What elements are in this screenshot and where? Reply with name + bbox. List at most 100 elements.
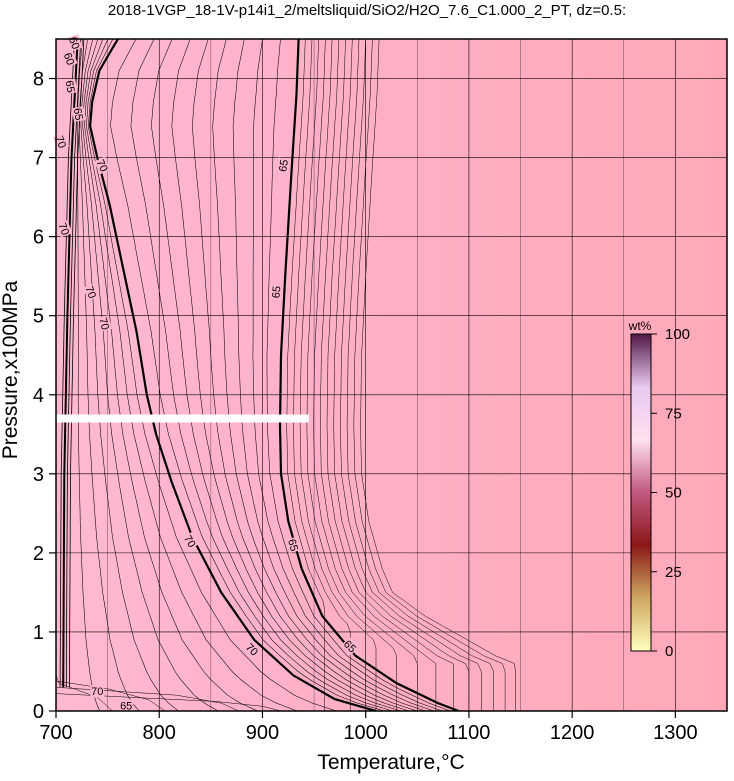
colorbar-gradient xyxy=(630,333,652,652)
contour-label: 65 xyxy=(285,538,300,553)
contour-label: 70 xyxy=(96,316,111,331)
contour-label-bg xyxy=(56,220,73,238)
contour-minor xyxy=(76,39,100,711)
contour-wall xyxy=(59,39,75,688)
contour-minor xyxy=(252,39,443,711)
contour-major-70 xyxy=(88,39,377,711)
contour-label-bg xyxy=(275,157,291,174)
contour-label-bg xyxy=(94,156,111,175)
colorbar-title: wt% xyxy=(628,319,652,333)
colorbar-tick-label: 50 xyxy=(665,485,682,502)
contour-label-bg xyxy=(285,536,302,554)
colorbar: wt% 0 25 50 75 100 xyxy=(628,319,690,660)
y-tick-label: 3 xyxy=(33,464,44,486)
contour-label: 70 xyxy=(91,686,103,698)
contour-minor xyxy=(340,39,482,711)
contour-label: 65 xyxy=(62,80,76,94)
y-tick-label: 7 xyxy=(33,148,44,170)
x-tick-label: 1200 xyxy=(550,722,595,744)
contour-major-65 xyxy=(278,39,459,711)
contour-label: 70 xyxy=(82,285,97,301)
chart-title: 2018-1VGP_18-1V-p14i1_2/meltsliquid/SiO2… xyxy=(108,2,626,19)
contour-minor xyxy=(56,687,240,711)
colorbar-tick-label: 100 xyxy=(665,326,690,343)
contour-minor xyxy=(192,39,418,711)
contour-minor xyxy=(313,39,418,711)
contour-minor xyxy=(232,39,434,711)
contour-label-bg xyxy=(341,636,360,656)
contour-minor xyxy=(171,39,410,711)
contour-label-bg xyxy=(96,315,113,332)
contour-minor xyxy=(87,39,337,711)
contour-minor xyxy=(320,39,437,711)
y-tick-label: 4 xyxy=(33,385,44,407)
colorbar-tick-label: 75 xyxy=(665,405,682,422)
contour-label-bg xyxy=(53,133,70,151)
contour-minor xyxy=(86,39,298,711)
y-tick-label: 2 xyxy=(33,543,44,565)
colorbar-tick-label: 25 xyxy=(665,564,682,581)
contour-label: 70 xyxy=(56,221,71,237)
x-tick-label: 1300 xyxy=(653,722,698,744)
contour-minor xyxy=(82,39,219,711)
contour-label: 60 xyxy=(61,51,76,67)
x-axis: 700 800 900 1000 1100 1200 1300 xyxy=(39,711,698,744)
contour-minor xyxy=(110,39,385,711)
x-tick-label: 700 xyxy=(39,722,72,744)
contour-label: 70 xyxy=(181,533,198,550)
y-tick-label: 8 xyxy=(33,69,44,91)
contour-minor xyxy=(299,39,377,711)
contour-label-bg xyxy=(61,50,78,68)
contour-minor xyxy=(266,39,451,711)
x-tick-label: 1100 xyxy=(447,722,490,744)
contour-minor xyxy=(346,39,494,711)
x-tick-label: 800 xyxy=(143,722,176,744)
contour-minor xyxy=(360,39,516,711)
plot-background xyxy=(56,39,727,711)
y-axis: 0 1 2 3 4 5 6 7 8 xyxy=(33,69,56,723)
contour-minor xyxy=(56,675,113,711)
contour-minor xyxy=(130,39,393,711)
y-tick-label: 6 xyxy=(33,227,44,249)
contour-minor xyxy=(286,39,325,711)
contour-minor xyxy=(56,680,166,711)
colorbar-ticks: 0 25 50 75 100 xyxy=(651,326,690,660)
contour-minor xyxy=(151,39,401,711)
plot-frame xyxy=(55,38,728,712)
contour-label-bg xyxy=(242,640,262,659)
contour-minor xyxy=(333,39,470,711)
contour-minor xyxy=(56,693,282,711)
contour-minor xyxy=(306,39,397,711)
contour-minor xyxy=(78,39,140,711)
contour-label: 65 xyxy=(277,159,291,173)
contour-label: 70 xyxy=(94,158,110,174)
contour-label: 65 xyxy=(270,285,283,298)
contour-label-bg xyxy=(269,284,283,300)
y-tick-label: 0 xyxy=(33,701,44,723)
markers xyxy=(56,414,309,423)
x-axis-label: Temperature,°C xyxy=(317,751,464,774)
y-tick-label: 1 xyxy=(33,622,44,644)
contour-label-bg xyxy=(119,699,134,712)
contour-label-bg xyxy=(90,685,105,698)
contour-minor xyxy=(353,39,506,711)
contour-label: 65 xyxy=(120,700,132,712)
contour-label: 65 xyxy=(71,107,85,121)
y-tick-label: 5 xyxy=(33,306,44,328)
contour-minor xyxy=(293,39,351,711)
x-tick-label: 900 xyxy=(246,722,279,744)
contour-minor xyxy=(212,39,426,711)
x-tick-label: 1000 xyxy=(343,722,388,744)
contour-minor xyxy=(80,39,179,711)
y-axis-label: Pressure,x100MPa xyxy=(0,280,22,459)
contour-label-bg xyxy=(63,78,78,95)
grid-lines xyxy=(55,39,727,712)
colorbar-tick-label: 0 xyxy=(665,643,673,660)
contour-label-bg xyxy=(83,283,100,301)
contour-label-bg xyxy=(181,531,199,551)
contour-minor xyxy=(84,39,258,711)
